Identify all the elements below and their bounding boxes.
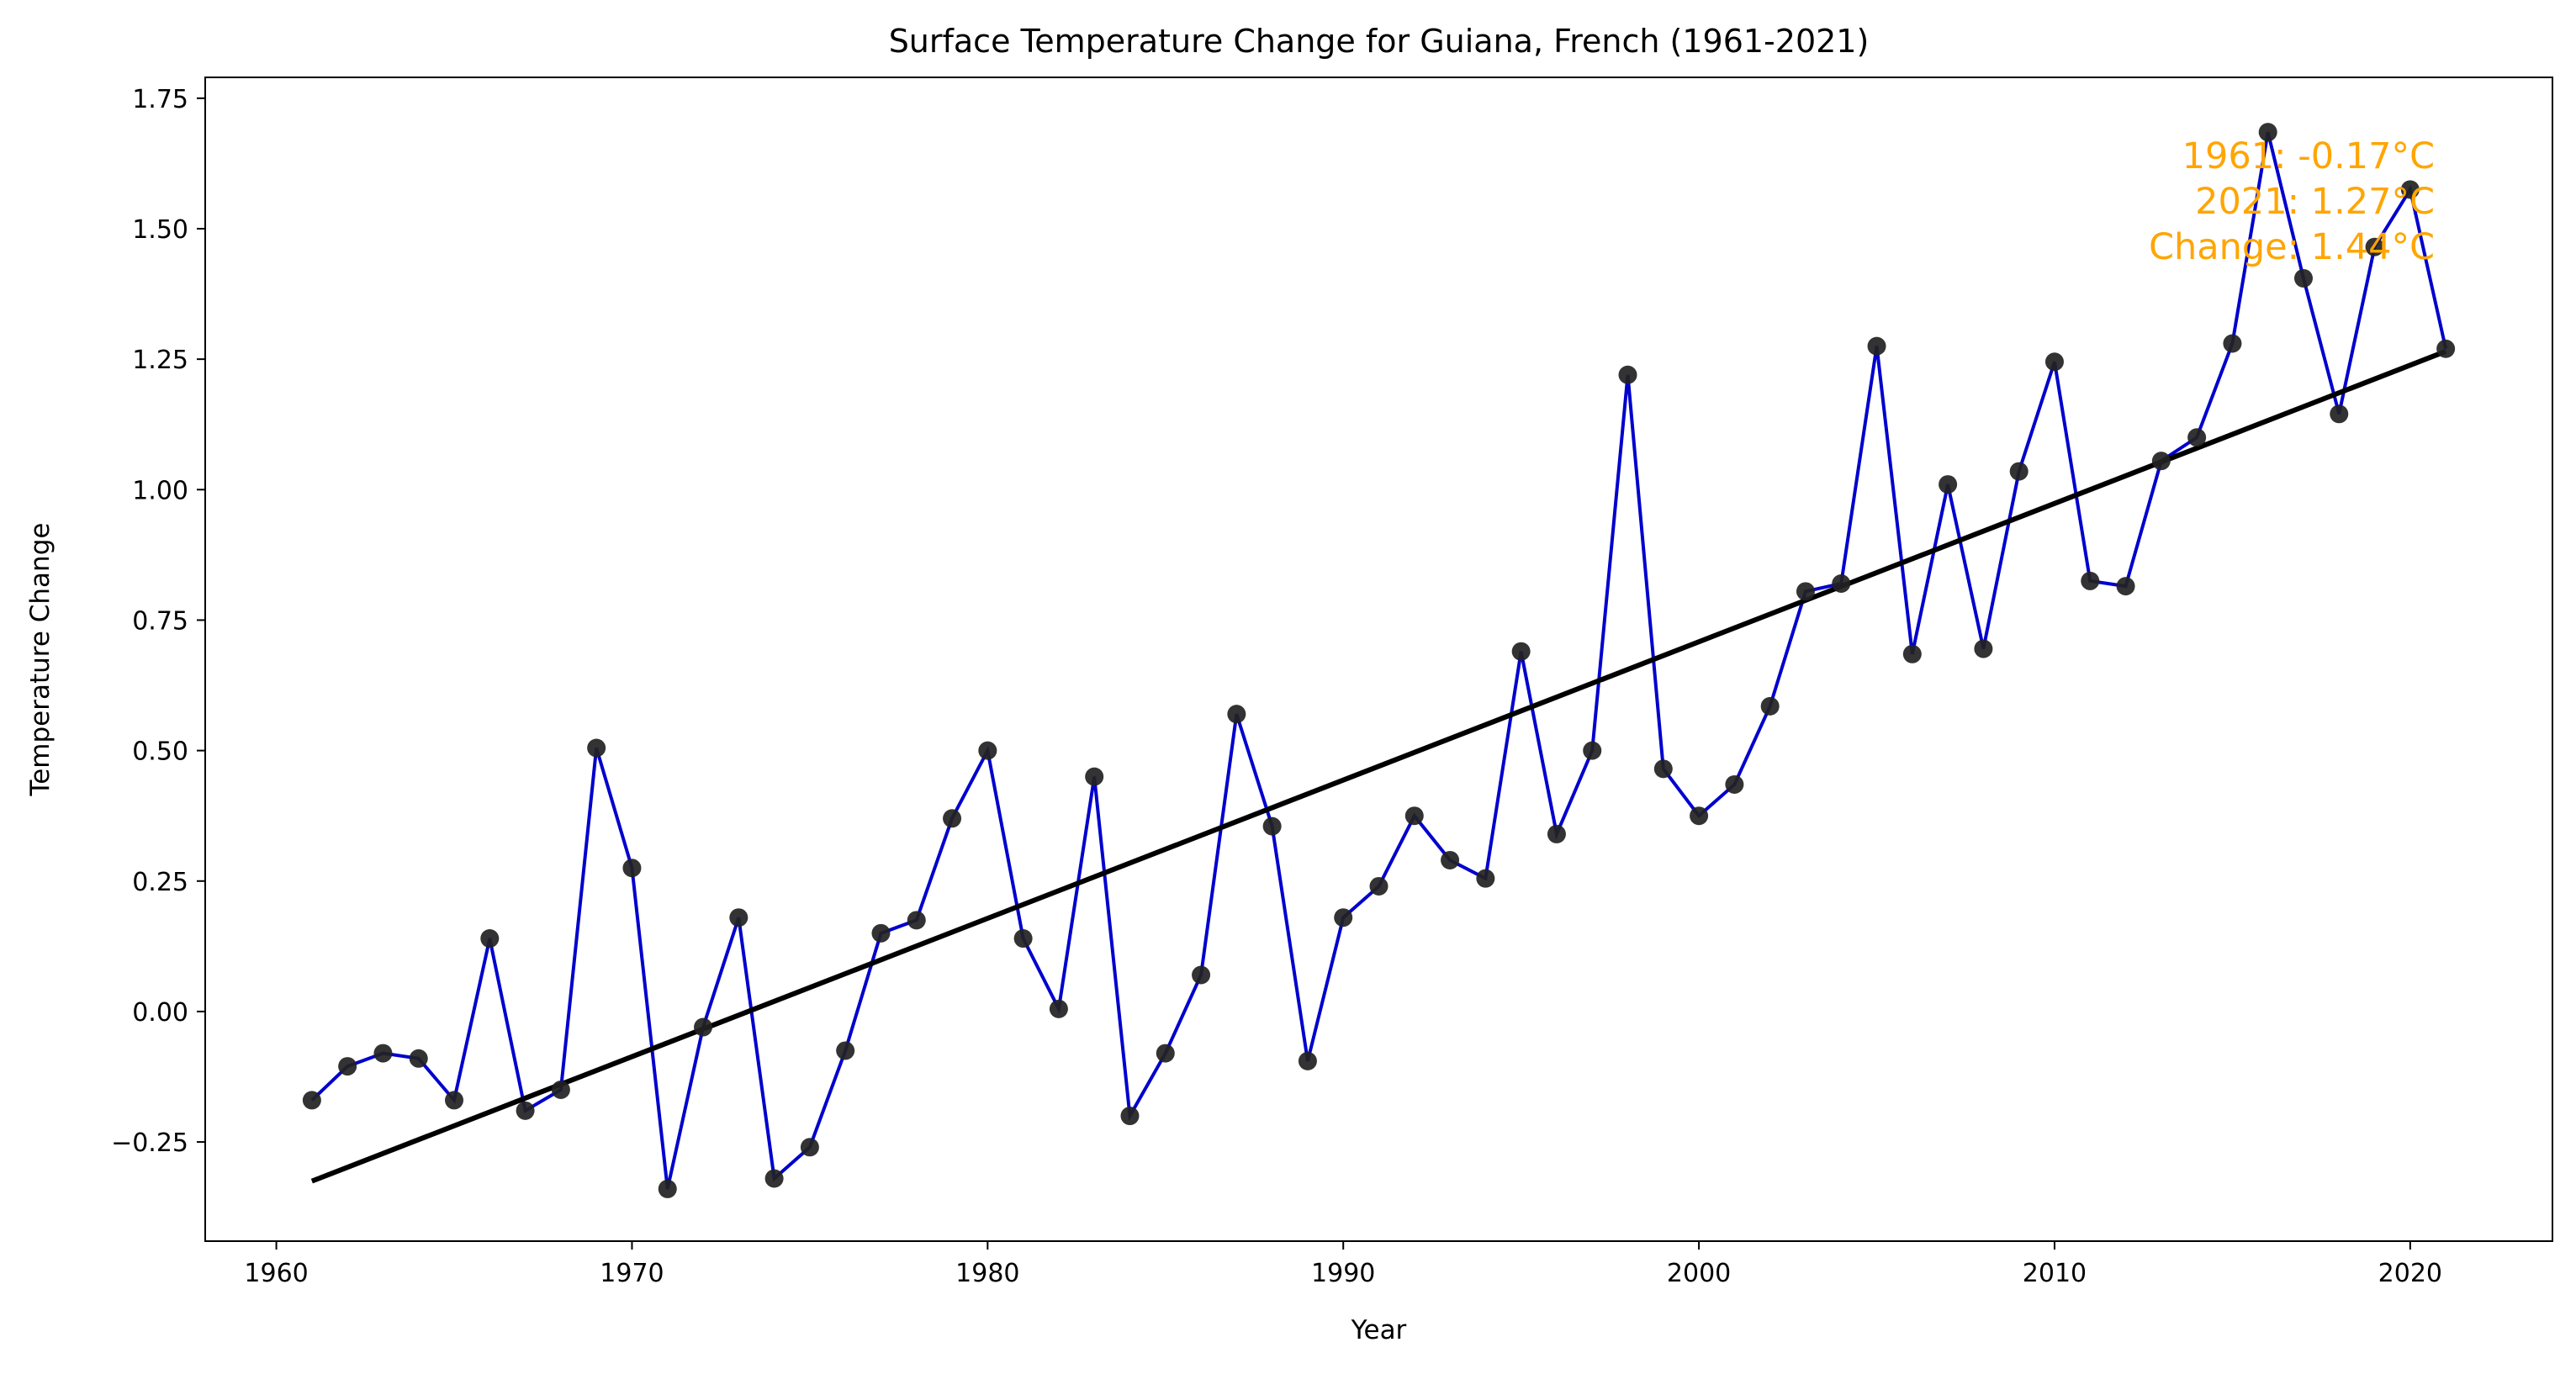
data-point — [2400, 180, 2420, 199]
annotation-change: Change: 1.44°C — [2149, 226, 2435, 268]
y-tick-label: 1.00 — [132, 476, 188, 505]
data-point — [1441, 850, 1460, 869]
data-point — [1262, 816, 1282, 836]
data-point — [2009, 462, 2029, 481]
data-point — [1298, 1051, 1317, 1070]
y-tick-label: 0.00 — [132, 998, 188, 1028]
data-point — [1192, 965, 1211, 985]
data-point — [871, 923, 891, 943]
y-tick-label: 0.75 — [132, 606, 188, 636]
y-tick-label: 0.50 — [132, 737, 188, 767]
data-point — [1867, 336, 1886, 356]
y-axis: −0.25 0.00 0.25 0.50 0.75 1.00 1.25 1.50 1.75 — [111, 85, 205, 1158]
data-point — [1227, 705, 1246, 724]
plot-frame — [204, 77, 2553, 1242]
data-point — [1013, 929, 1033, 949]
annotation-box: 1961: -0.17°C 2021: 1.27°C Change: 1.44°… — [2149, 135, 2435, 268]
data-point — [587, 738, 606, 758]
data-point — [1653, 759, 1673, 779]
data-point — [1369, 876, 1389, 896]
data-point — [1049, 999, 1068, 1018]
data-point — [1547, 824, 1566, 843]
x-axis: 1960 1970 1980 1990 2000 2010 2020 — [244, 1241, 2442, 1288]
series-line — [310, 131, 2448, 1190]
data-point — [836, 1041, 855, 1060]
data-point — [622, 859, 642, 878]
data-point — [1085, 767, 1104, 786]
data-point — [1902, 644, 1922, 663]
data-point — [2330, 404, 2349, 424]
data-point — [1156, 1044, 1175, 1063]
data-point — [1939, 475, 1958, 494]
chart-title: Surface Temperature Change for Guiana, F… — [889, 23, 1870, 60]
x-axis-label: Year — [1351, 1315, 1407, 1345]
data-point — [694, 1017, 713, 1037]
data-point — [480, 929, 500, 949]
y-tick-label: 1.75 — [132, 85, 188, 114]
y-tick-label: −0.25 — [111, 1128, 188, 1158]
x-tick-label: 2000 — [1667, 1259, 1731, 1288]
data-point — [2365, 237, 2384, 256]
data-point — [729, 908, 748, 927]
data-point — [1974, 639, 1993, 658]
data-point — [1832, 574, 1851, 594]
data-point — [2044, 352, 2064, 372]
data-point — [943, 809, 962, 828]
annotation-end: 2021: 1.27°C — [2195, 181, 2435, 223]
data-point — [1796, 582, 1815, 601]
data-point — [978, 741, 997, 760]
data-point — [2258, 123, 2277, 142]
data-point — [2293, 268, 2313, 288]
data-point — [2081, 571, 2100, 590]
data-point — [409, 1049, 428, 1068]
data-point — [302, 1091, 321, 1110]
x-tick-label: 1960 — [244, 1259, 308, 1288]
data-point — [800, 1138, 819, 1157]
y-tick-label: 1.50 — [132, 215, 188, 245]
data-points — [302, 123, 2456, 1198]
y-tick-label: 0.25 — [132, 868, 188, 897]
data-point — [1511, 642, 1531, 661]
x-tick-label: 2020 — [2378, 1259, 2442, 1288]
data-point — [764, 1169, 784, 1188]
data-point — [2223, 334, 2242, 353]
data-point — [1334, 908, 1353, 927]
data-point — [907, 911, 926, 930]
data-point — [2436, 339, 2456, 358]
data-point — [1618, 365, 1637, 384]
data-point — [1476, 869, 1495, 888]
trend-line — [310, 349, 2447, 1184]
y-tick-label: 1.25 — [132, 346, 188, 375]
x-tick-label: 1980 — [955, 1259, 1019, 1288]
data-point — [1690, 806, 1709, 826]
data-point — [1583, 741, 1602, 760]
data-point — [1120, 1107, 1140, 1126]
data-point — [516, 1101, 535, 1120]
data-point — [373, 1044, 393, 1063]
y-axis-label: Temperature Change — [25, 523, 56, 797]
data-point — [1404, 806, 1424, 826]
data-point — [2116, 577, 2135, 596]
data-point — [1725, 774, 1744, 794]
x-tick-label: 2010 — [2023, 1259, 2087, 1288]
x-tick-label: 1990 — [1311, 1259, 1375, 1288]
data-point — [2187, 428, 2207, 447]
x-tick-label: 1970 — [600, 1259, 664, 1288]
data-point — [2151, 452, 2171, 471]
data-point — [658, 1179, 677, 1198]
data-point — [1760, 696, 1780, 716]
annotation-start: 1961: -0.17°C — [2182, 135, 2435, 177]
data-point — [338, 1057, 357, 1076]
data-point — [445, 1091, 464, 1110]
data-point — [551, 1081, 570, 1100]
